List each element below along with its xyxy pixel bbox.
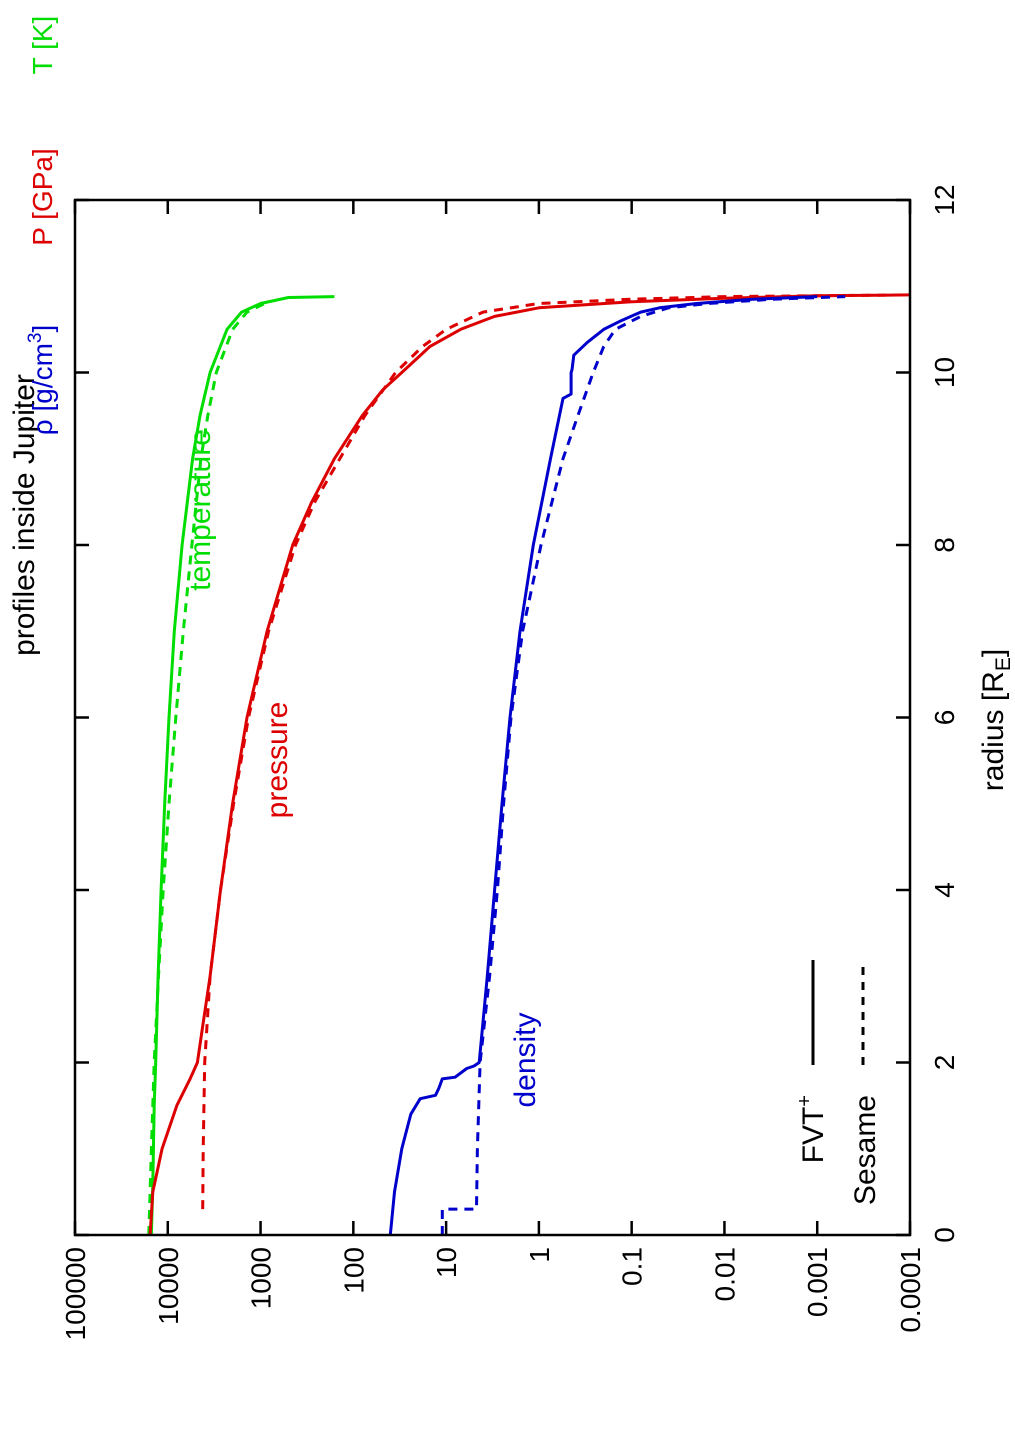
series-temperature-solid <box>149 295 335 1236</box>
y-axis-label-pressure: P [GPa] <box>27 148 58 246</box>
y-tick-label: 100 <box>338 1247 369 1294</box>
series-density-solid <box>388 295 818 1236</box>
data-curves <box>147 293 911 1236</box>
y-axis-label-temperature: T [K] <box>27 16 58 75</box>
y-tick-label: 100000 <box>60 1247 91 1340</box>
x-tick-label: 4 <box>929 882 960 898</box>
y-tick-label: 1 <box>524 1247 555 1263</box>
x-tick-label: 6 <box>929 710 960 726</box>
plot-frame <box>73 198 912 1237</box>
y-axis-label-density: ρ [g/cm3] <box>25 325 58 436</box>
series-pressure-solid <box>148 293 911 1236</box>
annotation-density: density <box>509 1012 542 1107</box>
series-density-dashed <box>440 295 846 1235</box>
y-tick-label: 1000 <box>246 1247 277 1309</box>
y-tick-label: 10 <box>431 1247 462 1278</box>
annotation-temperature: temperature <box>184 429 217 591</box>
annotation-pressure: pressure <box>261 702 294 819</box>
series-temperature-dashed <box>147 302 266 1236</box>
y-tick-label: 10000 <box>153 1247 184 1325</box>
y-tick-label: 0.1 <box>617 1247 648 1286</box>
x-tick-label: 8 <box>929 537 960 553</box>
legend-label-fvt: FVT+ <box>794 1095 830 1163</box>
y-tick-label: 0.01 <box>709 1247 740 1302</box>
series-pressure-dashed <box>201 293 911 1210</box>
y-tick-label: 0.0001 <box>895 1247 926 1333</box>
x-tick-label: 10 <box>929 357 960 388</box>
chart-title: profiles inside Jupiter <box>8 374 41 656</box>
axis-ticks: 0 2 4 6 8 10 12 100000 10000 1000 100 10 1 0.1 0.01 0.0… <box>60 184 960 1340</box>
x-tick-label: 2 <box>929 1055 960 1071</box>
legend-label-sesame: Sesame <box>849 1095 882 1205</box>
x-axis-label: radius [RE] <box>977 649 1015 791</box>
y-tick-label: 0.001 <box>802 1247 833 1317</box>
x-tick-label: 0 <box>929 1227 960 1243</box>
legend: FVT+ Sesame <box>794 960 882 1205</box>
x-tick-label: 12 <box>929 184 960 215</box>
